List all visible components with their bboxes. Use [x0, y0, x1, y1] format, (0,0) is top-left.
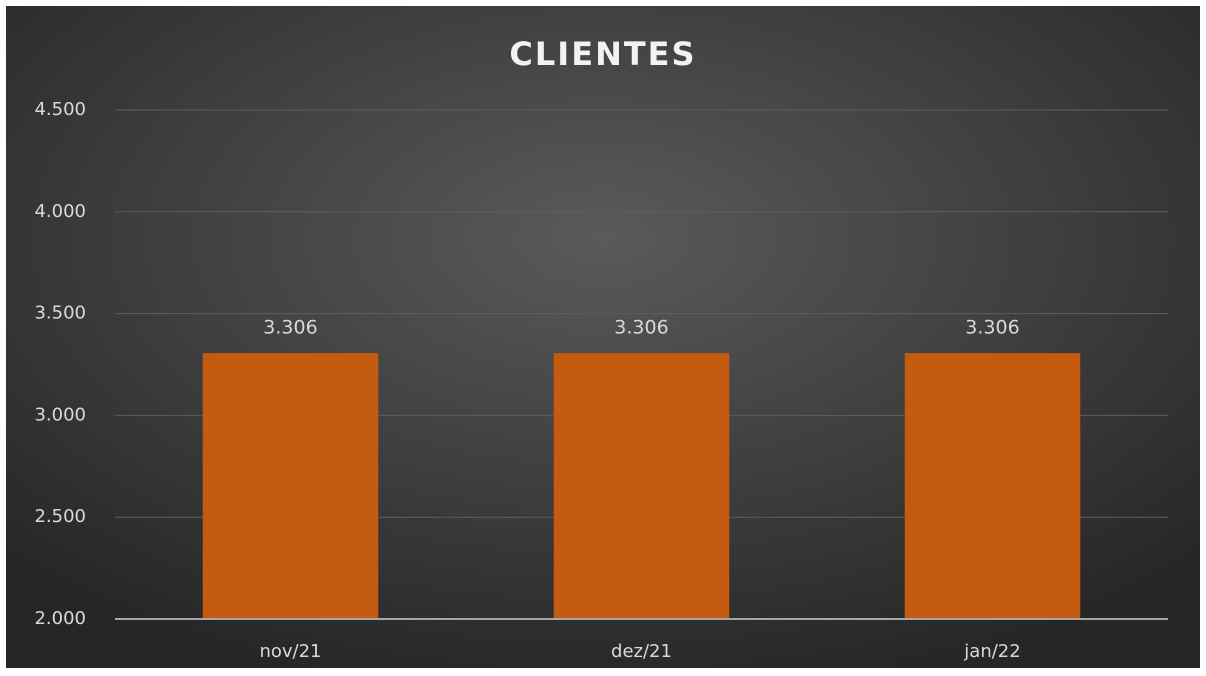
y-tick-label: 3.000 — [34, 404, 86, 425]
bar — [904, 353, 1081, 619]
x-tick-label: jan/22 — [963, 641, 1020, 662]
y-tick-label: 2.500 — [34, 506, 86, 527]
y-tick-label: 3.500 — [34, 303, 86, 324]
bar — [202, 353, 379, 619]
chart-title: CLIENTES — [509, 35, 696, 73]
x-tick-label: dez/21 — [611, 641, 672, 662]
bar — [553, 353, 730, 619]
y-tick-label: 4.500 — [34, 99, 86, 120]
x-tick-label: nov/21 — [259, 641, 321, 662]
value-label: 3.306 — [965, 317, 1019, 339]
value-label: 3.306 — [614, 317, 668, 339]
y-tick-label: 2.000 — [34, 608, 86, 629]
y-tick-label: 4.000 — [34, 201, 86, 222]
value-label: 3.306 — [263, 317, 317, 339]
